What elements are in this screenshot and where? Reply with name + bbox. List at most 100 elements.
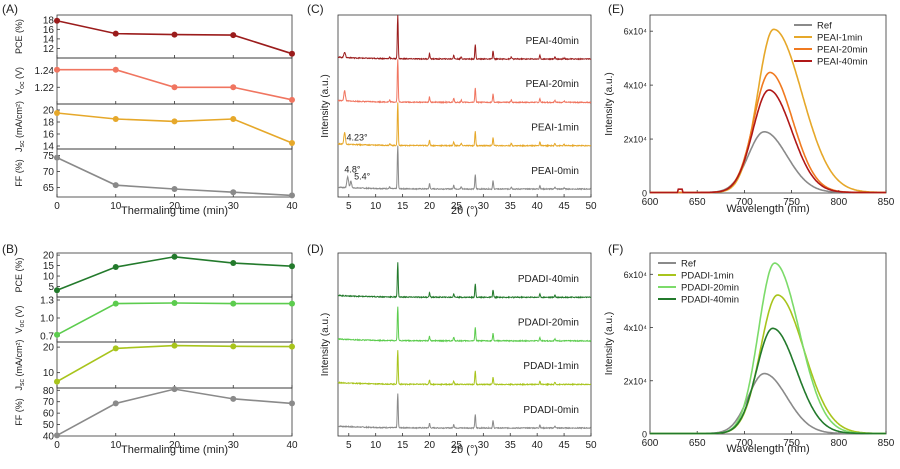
pl-spectrum-E-0 <box>650 131 886 194</box>
data-point-A-1-0 <box>54 66 60 73</box>
series-line-B-1 <box>56 302 292 336</box>
panel-label-b: (B) <box>2 242 18 256</box>
y-axis-label-B-1: Voc (V) <box>14 306 26 334</box>
data-point-A-1-1 <box>112 66 119 73</box>
data-point-A-1-4 <box>289 96 295 103</box>
x-tick-label-A-0: 0 <box>54 201 60 212</box>
data-point-B-3-3 <box>230 395 237 402</box>
x-tick-label-C-0: 5 <box>346 201 352 212</box>
y-tick-label-F-1: 2x10⁴ <box>624 376 648 386</box>
xrd-pattern-D-2 <box>337 306 592 343</box>
y-axis-label-D: Intensity (a.u.) <box>320 313 331 376</box>
x-tick-label-C-2: 15 <box>397 201 409 212</box>
y-tick-label-B-2-1: 20 <box>43 343 55 354</box>
data-point-A-3-0 <box>54 154 60 161</box>
x-tick-label-C-4: 25 <box>451 201 463 212</box>
x-tick-label-D-1: 10 <box>370 440 382 451</box>
y-tick-label-A-0-2: 16 <box>43 25 55 36</box>
series-label-C-3: PEAI-40min <box>526 36 579 47</box>
x-tick-label-E-5: 850 <box>878 197 895 208</box>
y-tick-label-F-3: 6x10⁴ <box>624 270 648 280</box>
pl-spectrum-E-3 <box>650 89 886 194</box>
y-axis-label-C: Intensity (a.u.) <box>320 74 331 137</box>
x-axis-label-D: 2θ (°) <box>451 444 478 456</box>
legend-label-E-1: PEAI-1min <box>817 33 862 44</box>
x-tick-label-E-4: 800 <box>830 197 847 208</box>
pl-spectrum-F-3 <box>650 327 886 435</box>
data-point-B-3-1 <box>112 400 119 407</box>
y-tick-label-E-1: 2x10⁴ <box>624 135 648 145</box>
y-axis-label-B-2: Jsc (mA/cm²) <box>14 340 26 391</box>
xrd-pattern-D-1 <box>337 350 592 387</box>
x-tick-label-F-2: 700 <box>736 438 753 449</box>
x-tick-label-C-8: 45 <box>559 201 571 212</box>
data-point-B-2-3 <box>230 343 237 350</box>
data-point-B-3-2 <box>171 386 178 393</box>
x-axis-label-C: 2θ (°) <box>451 205 478 217</box>
y-tick-label-A-2-0: 14 <box>43 142 55 153</box>
data-point-B-1-3 <box>230 300 237 307</box>
x-axis-label-A: Thermaling time (min) <box>121 205 228 217</box>
y-tick-label-B-3-0: 40 <box>43 432 55 443</box>
y-tick-label-A-3-0: 65 <box>43 183 55 194</box>
y-tick-label-E-2: 4x10⁴ <box>624 81 648 91</box>
x-tick-label-E-1: 650 <box>689 197 706 208</box>
x-tick-label-C-6: 35 <box>505 201 517 212</box>
x-tick-label-D-3: 20 <box>424 440 436 451</box>
y-tick-label-E-0: 0 <box>642 189 647 199</box>
y-axis-label-E: Intensity (a.u.) <box>604 72 615 135</box>
x-tick-label-F-1: 650 <box>689 438 706 449</box>
x-tick-label-F-5: 850 <box>878 438 895 449</box>
data-point-A-1-3 <box>230 84 237 91</box>
panel-label-f: (F) <box>608 242 623 256</box>
data-point-B-0-3 <box>230 260 237 267</box>
subplot-frame-A-2 <box>56 103 293 150</box>
x-tick-label-D-8: 45 <box>559 440 571 451</box>
x-tick-label-A-2: 20 <box>169 201 181 212</box>
y-tick-label-B-0-2: 15 <box>43 261 55 272</box>
series-line-B-2 <box>56 344 293 383</box>
y-tick-label-A-2-1: 16 <box>43 130 55 141</box>
xrd-pattern-D-0 <box>337 393 592 430</box>
peak-annotation-C-1: 4.8° <box>344 165 361 175</box>
xrd-pattern-C-1 <box>337 102 592 148</box>
data-point-B-1-2 <box>171 300 178 306</box>
legend-label-E-2: PEAI-20min <box>817 45 868 56</box>
data-point-B-2-1 <box>112 345 119 352</box>
panel-f: 600 650 700 750 800 850 0 2x10⁴ 4x10⁴ 6x10⁴ Wavele… <box>604 252 895 455</box>
plot-frame-D <box>337 252 592 437</box>
plot-frame-F <box>649 252 887 435</box>
x-tick-label-D-5: 30 <box>478 440 490 451</box>
x-tick-label-D-9: 50 <box>585 440 597 451</box>
x-tick-label-E-3: 750 <box>783 197 800 208</box>
x-tick-label-A-3: 30 <box>228 201 240 212</box>
y-axis-label-A-3: FF (%) <box>14 159 24 187</box>
data-point-B-3-0 <box>54 432 60 439</box>
data-point-B-1-4 <box>289 300 295 307</box>
data-point-A-0-1 <box>112 30 119 37</box>
data-point-A-3-1 <box>112 182 119 189</box>
data-point-B-2-0 <box>54 378 60 385</box>
data-point-B-1-1 <box>112 300 119 307</box>
data-point-B-0-1 <box>112 264 119 271</box>
y-axis-label-A-2: Jsc (mA/cm²) <box>14 101 26 152</box>
x-tick-label-B-2: 20 <box>169 440 181 451</box>
x-tick-label-E-2: 700 <box>736 197 753 208</box>
xrd-pattern-C-0 <box>337 145 592 191</box>
panel-label-a: (A) <box>2 2 18 16</box>
series-label-D-2: PDADI-20min <box>518 318 579 329</box>
y-tick-label-A-0-3: 18 <box>43 15 55 26</box>
y-tick-label-B-1-0: 0.7 <box>40 332 54 343</box>
data-point-A-3-4 <box>289 192 295 199</box>
x-tick-label-A-1: 10 <box>110 201 122 212</box>
panel-label-e: (E) <box>608 2 624 16</box>
x-tick-label-F-3: 750 <box>783 438 800 449</box>
y-tick-label-E-3: 6x10⁴ <box>624 27 648 37</box>
x-tick-label-E-0: 600 <box>642 197 659 208</box>
y-tick-label-B-3-3: 70 <box>43 397 55 408</box>
x-axis-label-B: Thermaling time (min) <box>121 444 228 456</box>
plot-frame-C <box>337 14 592 198</box>
panel-d: 5 10 15 20 25 30 35 40 45 50 2θ (°) Intensity (a.u.… <box>320 252 597 456</box>
